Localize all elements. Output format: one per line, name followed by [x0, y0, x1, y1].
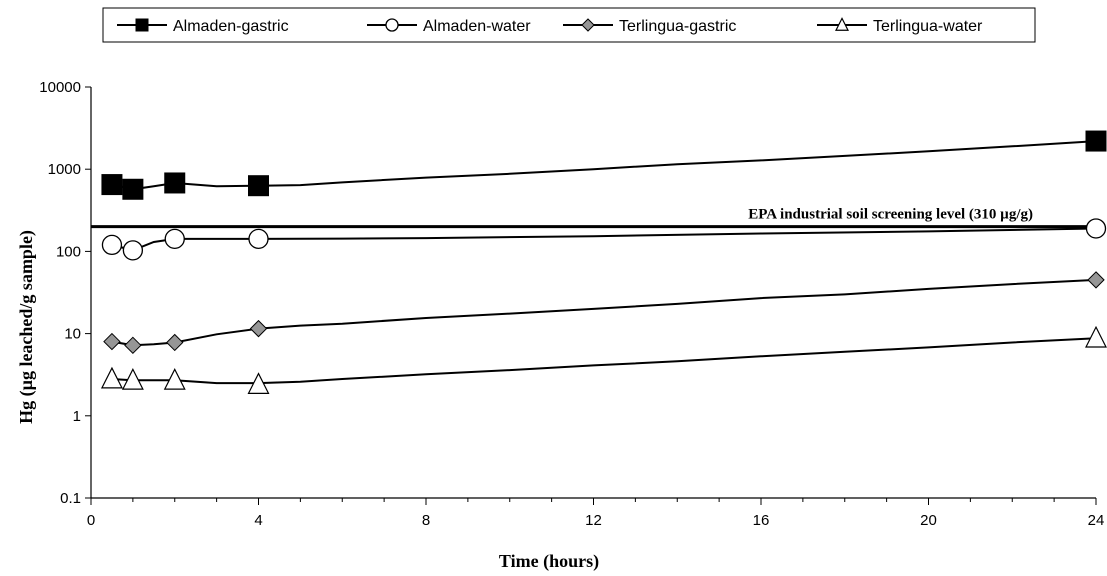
data-point-terlingua-gastric	[166, 333, 184, 352]
legend-label-terlingua-gastric: Terlingua-gastric	[619, 18, 736, 35]
y-tick-label: 1000	[48, 161, 81, 178]
x-tick-label: 8	[422, 512, 430, 529]
x-tick-label: 0	[87, 512, 95, 529]
series-terlingua-water	[100, 325, 1107, 394]
data-point-almaden-water	[1085, 218, 1107, 239]
data-point-terlingua-water	[1085, 325, 1107, 348]
data-point-almaden-gastric	[101, 174, 123, 196]
y-tick-label: 100	[56, 243, 81, 260]
data-point-almaden-gastric	[1085, 130, 1107, 152]
data-point-terlingua-water	[100, 366, 123, 389]
data-point-terlingua-water	[163, 368, 186, 390]
x-tick-label: 16	[753, 512, 770, 529]
y-tick-label: 1	[73, 408, 81, 425]
series-almaden-gastric	[101, 130, 1107, 200]
data-point-almaden-water	[122, 240, 144, 261]
x-tick-label: 20	[920, 512, 937, 529]
series-group	[100, 130, 1107, 394]
axes: 0.1 1 10 100 1000 10000 0 4 8 12 16 20 24	[39, 79, 1104, 529]
legend-marker-terlingua-gastric	[581, 18, 595, 32]
data-point-terlingua-water	[247, 372, 270, 394]
data-point-terlingua-water	[121, 368, 144, 390]
reference-line-group: EPA industrial soil screening level (310…	[91, 207, 1096, 229]
series-line-terlingua-water	[111, 337, 1097, 385]
data-point-terlingua-gastric	[103, 332, 121, 351]
data-point-almaden-water	[164, 228, 185, 250]
series-terlingua-gastric	[103, 271, 1105, 355]
data-point-terlingua-gastric	[124, 336, 142, 355]
data-point-almaden-gastric	[122, 178, 144, 200]
legend-label-terlingua-water: Terlingua-water	[873, 18, 983, 35]
series-almaden-water	[101, 218, 1107, 261]
legend-label-almaden-water: Almaden-water	[423, 18, 531, 35]
legend-marker-terlingua-water	[835, 17, 849, 31]
x-axis-title: Time (hours)	[499, 551, 599, 572]
epa-annotation-label: EPA industrial soil screening level (310…	[748, 207, 1033, 223]
data-point-almaden-gastric	[164, 172, 186, 194]
legend-marker-almaden-gastric	[135, 18, 149, 32]
y-tick-label: 0.1	[60, 490, 81, 507]
series-line-almaden-water	[111, 227, 1097, 252]
legend-label-almaden-gastric: Almaden-gastric	[173, 18, 289, 35]
data-point-almaden-gastric	[248, 175, 269, 197]
data-point-almaden-water	[248, 228, 269, 250]
x-tick-label: 12	[585, 512, 602, 529]
y-tick-label: 10000	[39, 79, 81, 96]
y-tick-label: 10	[64, 326, 81, 343]
data-point-terlingua-gastric	[1087, 271, 1105, 289]
legend: Almaden-gastric Almaden-water Terlingua-ga…	[102, 7, 1036, 43]
data-point-terlingua-gastric	[249, 319, 268, 338]
legend-marker-almaden-water	[385, 18, 399, 32]
x-tick-label: 4	[254, 512, 262, 529]
y-axis-title: Hg (µg leached/g sample)	[16, 230, 37, 424]
data-point-almaden-water	[101, 234, 123, 256]
x-tick-label: 24	[1088, 512, 1105, 529]
